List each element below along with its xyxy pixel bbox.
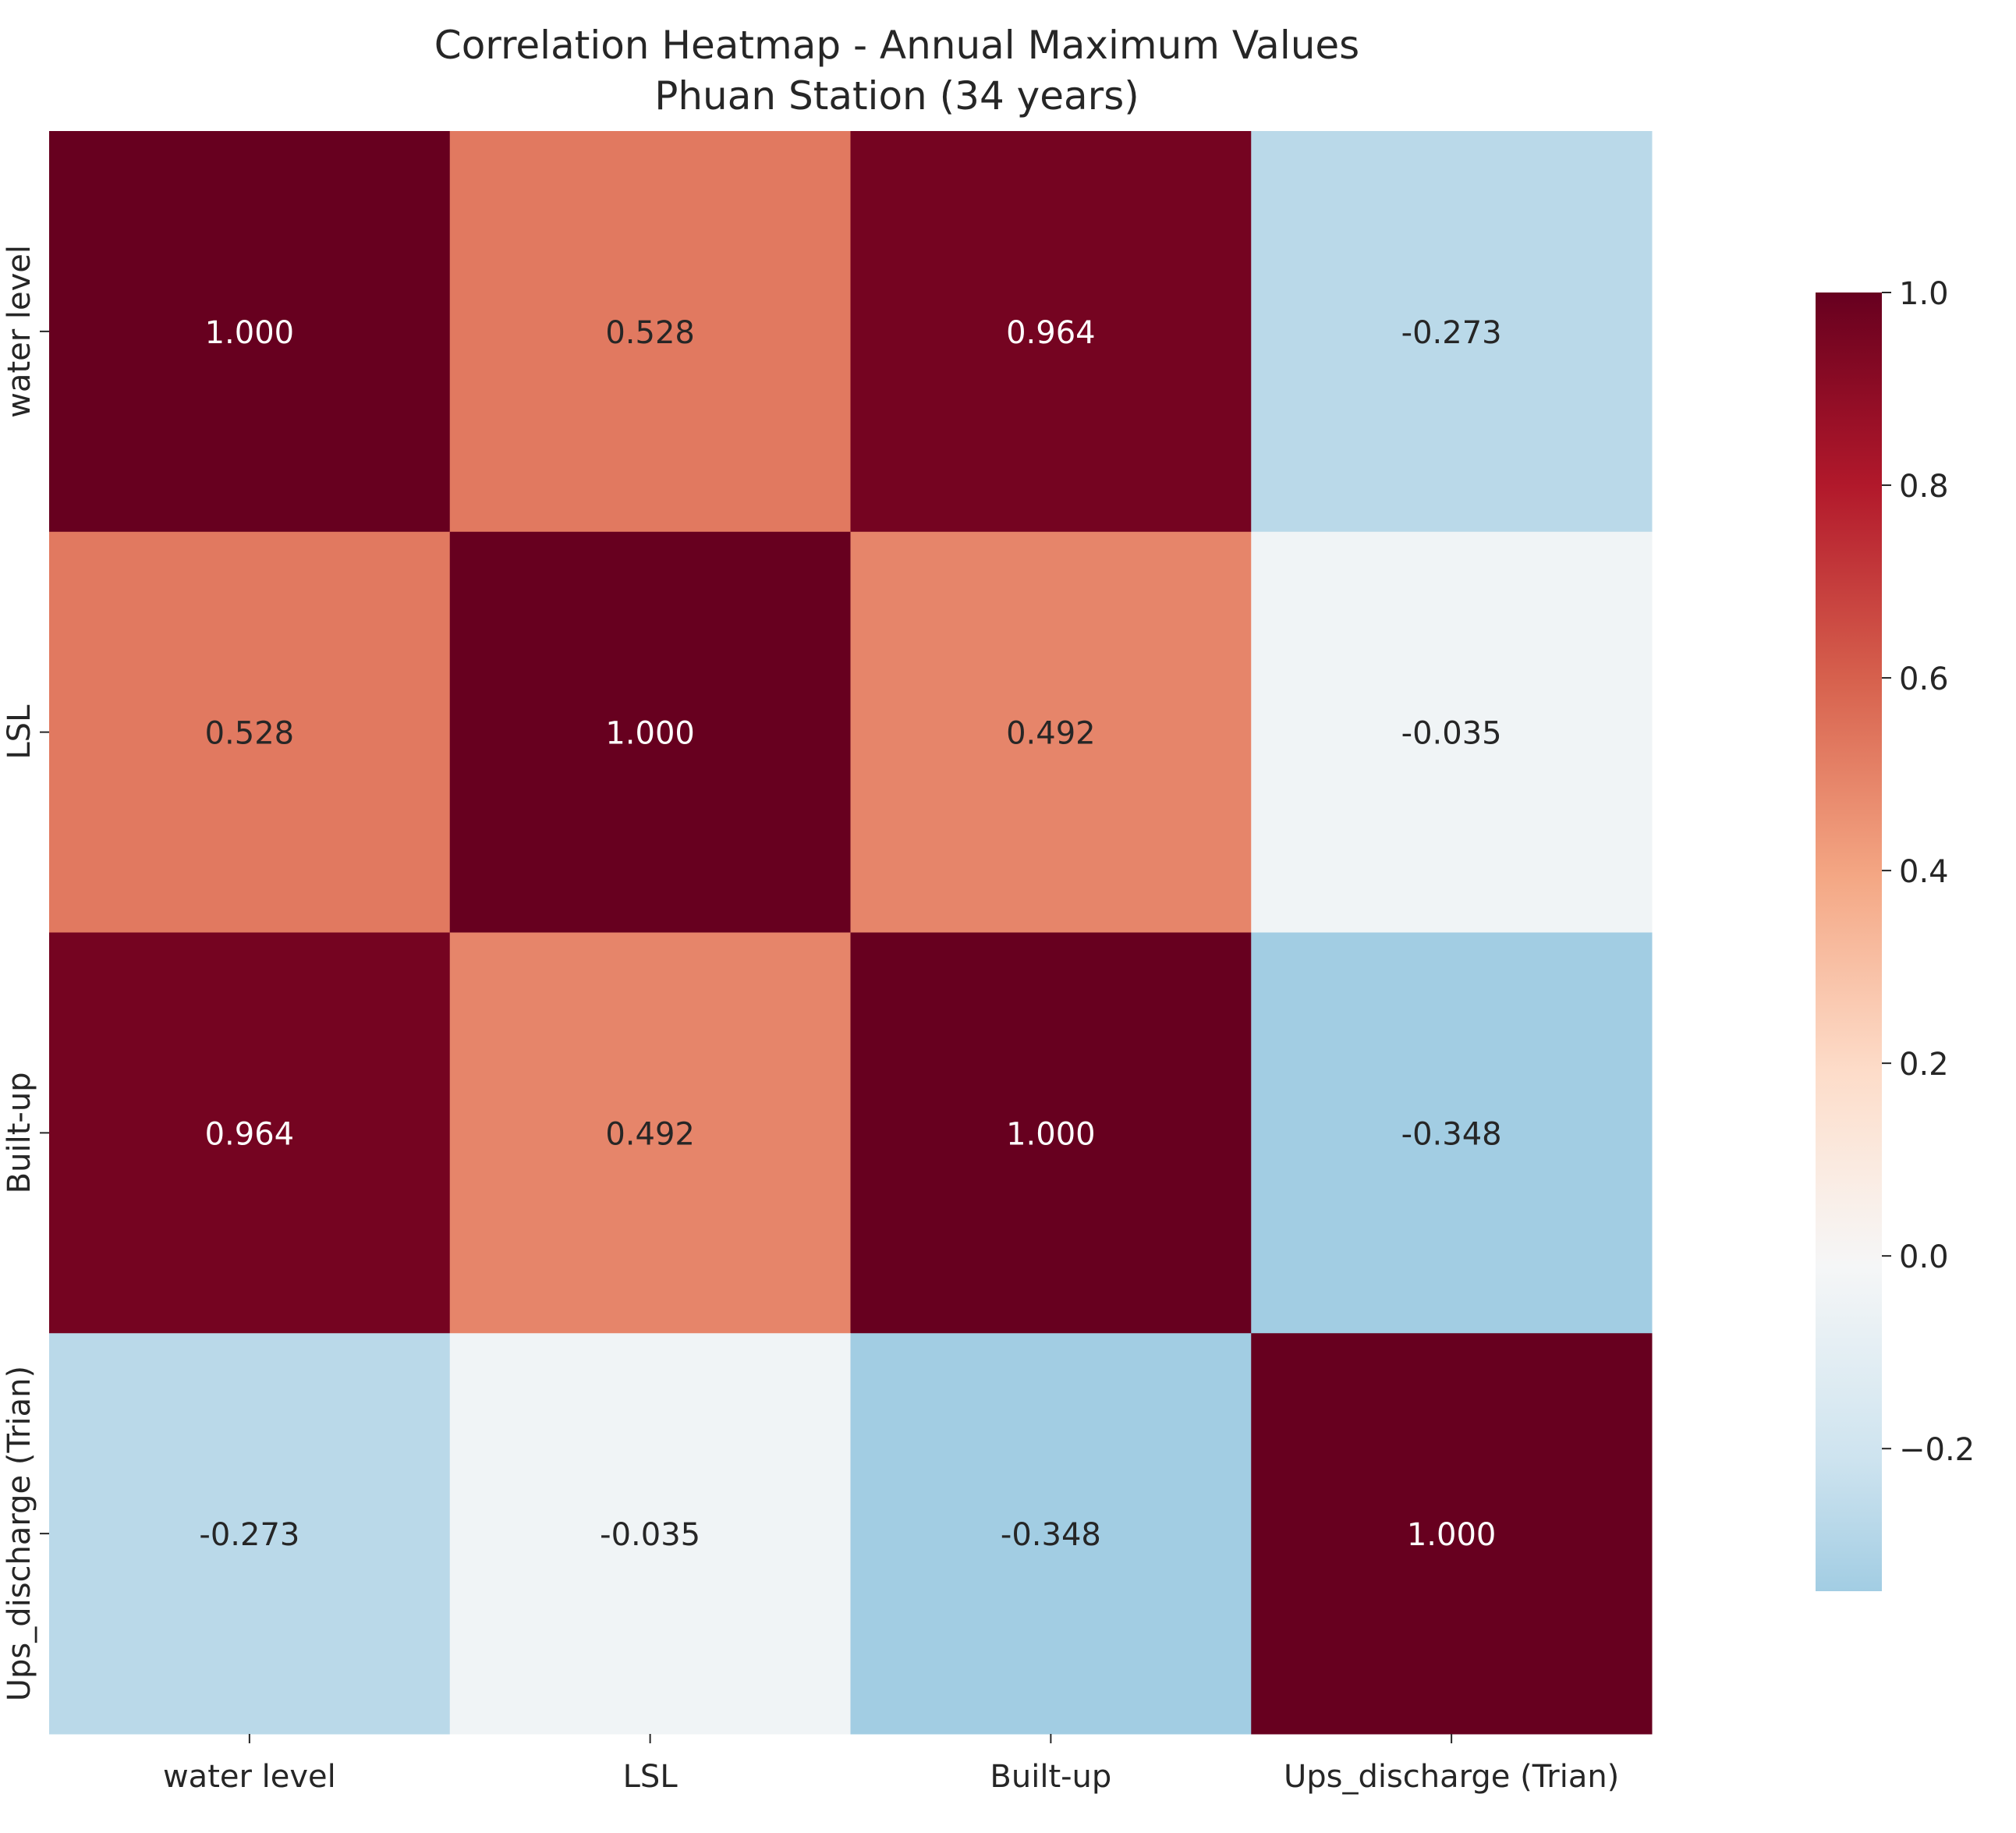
colorbar: 1.0 0.8 0.6 0.4 0.2 0.0 −0.2: [1816, 276, 1975, 1591]
x-tick-label: Ups_discharge (Trian): [1284, 1759, 1619, 1795]
x-tick-label: Built-up: [990, 1759, 1111, 1795]
y-tick-label: Ups_discharge (Trian): [2, 1366, 37, 1701]
cell-value-label: -0.035: [600, 1517, 700, 1553]
chart-subtitle: Phuan Station (34 years): [654, 73, 1139, 119]
cell-value-label: 1.000: [205, 315, 295, 351]
cell-value-label: -0.035: [1401, 716, 1502, 752]
chart-title: Correlation Heatmap - Annual Maximum Val…: [434, 23, 1359, 68]
x-tick-label: LSL: [623, 1759, 678, 1795]
cell-value-label: 0.528: [605, 315, 695, 351]
cell-value-label: 1.000: [1006, 1116, 1096, 1152]
colorbar-tick-label: 1.0: [1899, 276, 1949, 312]
cell-value-label: 0.528: [205, 716, 295, 752]
heatmap-cell: [49, 1333, 451, 1735]
cell-value-label: -0.273: [199, 1517, 299, 1553]
cell-value-label: 0.964: [1006, 315, 1096, 351]
heatmap-cell: [449, 131, 851, 533]
y-tick-label: water level: [2, 245, 37, 418]
heatmap-cell: [49, 932, 451, 1334]
cell-value-label: 0.964: [205, 1116, 295, 1152]
cell-value-label: 1.000: [605, 716, 695, 752]
heatmap-cell: [850, 131, 1252, 533]
heatmap-cell: [49, 531, 451, 933]
heatmap-cell: [1251, 1333, 1653, 1735]
cell-value-label: -0.348: [1401, 1116, 1502, 1152]
colorbar-gradient: [1816, 292, 1882, 1591]
heatmap-value-labels: 1.000 0.528 0.964 -0.273 0.528 1.000 0.492 -0.0…: [199, 315, 1501, 1553]
y-axis: water level LSL Built-up Ups_discharge (Tri…: [2, 245, 49, 1701]
cell-value-label: 1.000: [1407, 1517, 1497, 1553]
y-tick-label: LSL: [2, 704, 37, 760]
colorbar-tick-label: −0.2: [1899, 1432, 1975, 1468]
heatmap-cell: [850, 932, 1252, 1334]
cell-value-label: 0.492: [1006, 716, 1096, 752]
heatmap-cell: [1251, 531, 1653, 933]
colorbar-tick-label: 0.4: [1899, 854, 1949, 890]
colorbar-tick-label: 0.8: [1899, 469, 1949, 505]
x-axis: water level LSL Built-up Ups_discharge (Tri…: [163, 1734, 1619, 1795]
cell-value-label: 0.492: [605, 1116, 695, 1152]
x-tick-label: water level: [163, 1759, 336, 1795]
heatmap-cell: [1251, 932, 1653, 1334]
heatmap-cell: [49, 131, 451, 533]
cell-value-label: -0.273: [1401, 315, 1502, 351]
heatmap-cell: [449, 1333, 851, 1735]
heatmap-cell: [1251, 131, 1653, 533]
heatmap-cell: [850, 531, 1252, 933]
cell-value-label: -0.348: [1001, 1517, 1101, 1553]
colorbar-tick-label: 0.6: [1899, 661, 1949, 697]
colorbar-tick-label: 0.0: [1899, 1239, 1949, 1275]
colorbar-tick-label: 0.2: [1899, 1047, 1949, 1083]
heatmap-cell: [850, 1333, 1252, 1735]
heatmap-cells: [49, 131, 1653, 1735]
heatmap-cell: [449, 531, 851, 933]
y-tick-label: Built-up: [2, 1072, 37, 1193]
heatmap-cell: [449, 932, 851, 1334]
